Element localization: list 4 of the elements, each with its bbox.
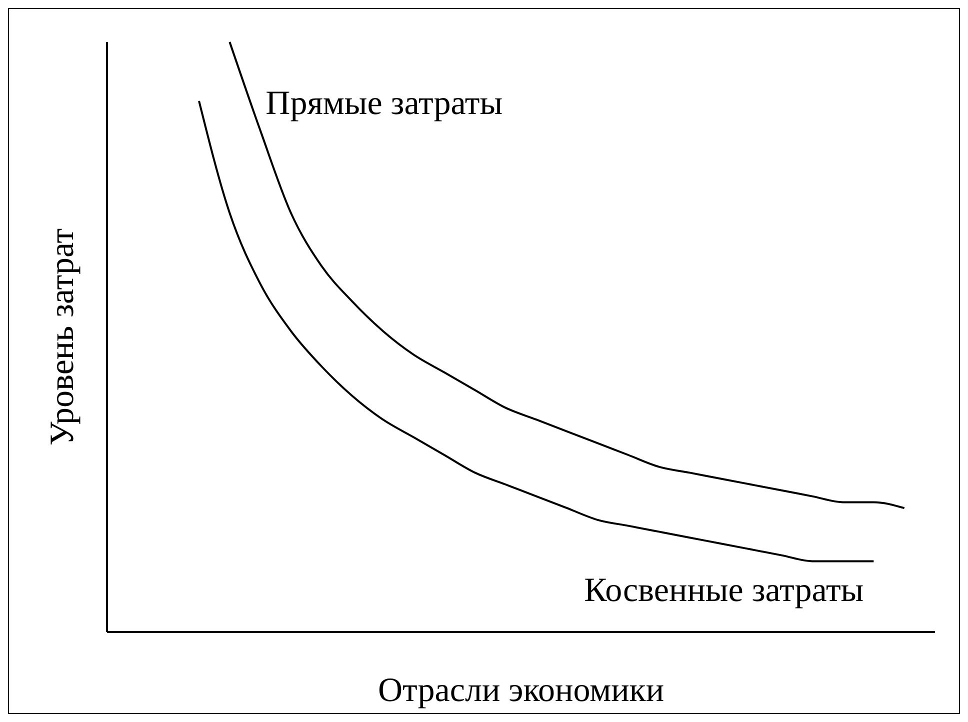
series-label: Косвенные затраты xyxy=(584,572,864,610)
y-axis-title: Уровень затрат xyxy=(44,228,82,446)
x-axis-title: Отрасли экономики xyxy=(378,672,664,709)
series-label: Прямые затраты xyxy=(266,85,503,122)
